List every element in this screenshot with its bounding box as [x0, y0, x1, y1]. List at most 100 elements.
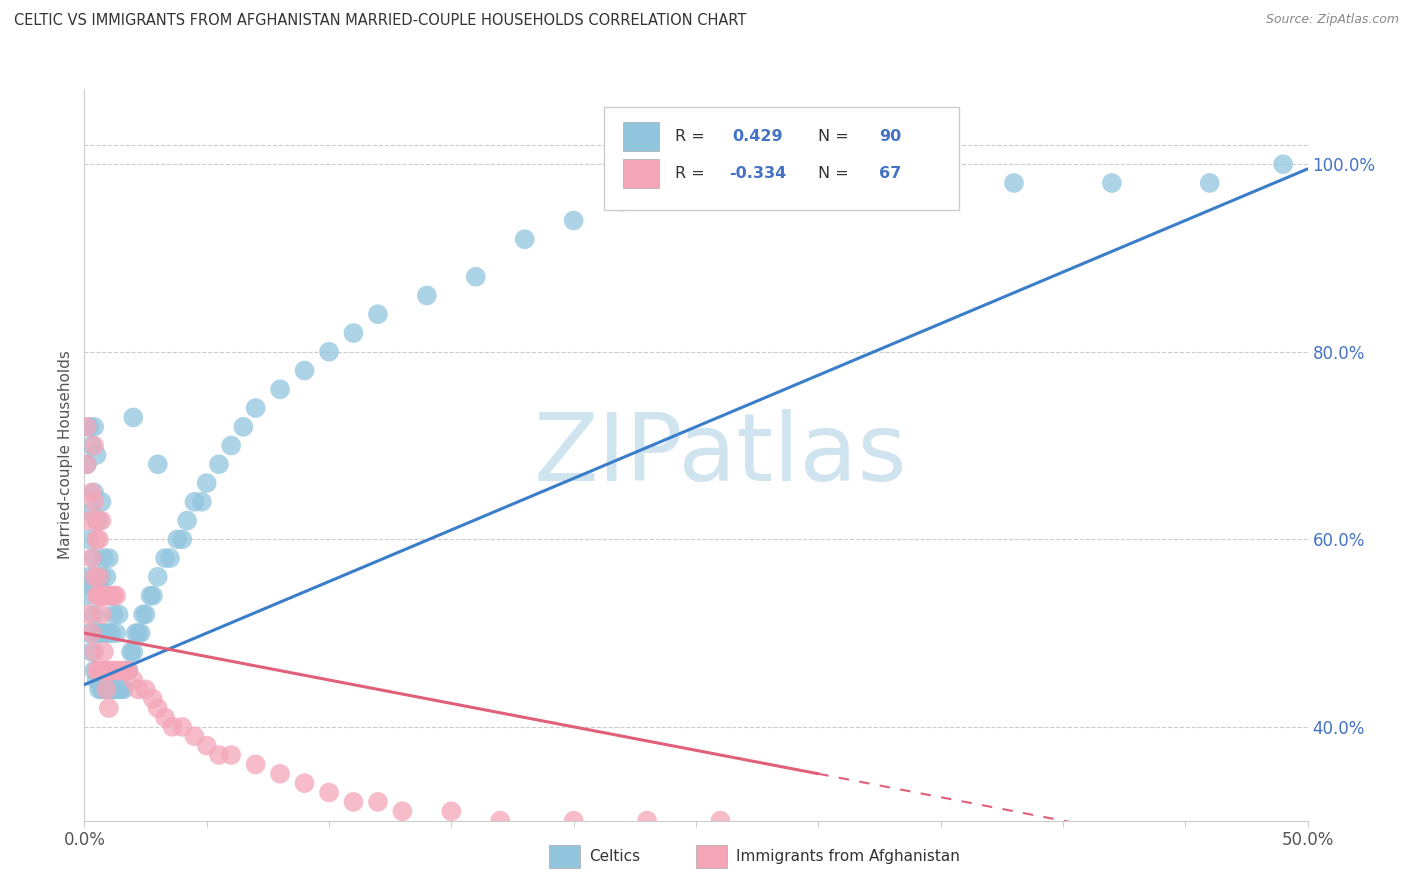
Point	[562, 213, 585, 227]
Point	[80, 485, 103, 500]
Point	[96, 682, 118, 697]
Text: 67: 67	[880, 166, 901, 181]
Point	[87, 682, 110, 697]
Point	[1272, 157, 1295, 171]
Point	[97, 589, 120, 603]
Point	[83, 664, 105, 678]
Text: -0.334: -0.334	[728, 166, 786, 181]
Point	[122, 645, 145, 659]
Point	[97, 682, 120, 697]
Point	[132, 607, 155, 622]
Point	[83, 607, 105, 622]
Point	[112, 664, 135, 678]
Point	[90, 682, 112, 697]
Point	[93, 645, 115, 659]
Point	[232, 419, 254, 434]
Point	[107, 607, 129, 622]
Point	[87, 626, 110, 640]
Point	[77, 607, 100, 622]
Point	[103, 589, 125, 603]
Point	[90, 589, 112, 603]
Point	[77, 533, 100, 547]
Point	[162, 720, 184, 734]
Text: N =: N =	[818, 166, 855, 181]
Point	[105, 664, 128, 678]
Point	[172, 533, 194, 547]
Point	[100, 664, 122, 678]
Point	[105, 682, 128, 697]
Text: ZIPatlas: ZIPatlas	[534, 409, 907, 501]
Point	[245, 401, 267, 415]
Text: 90: 90	[880, 129, 901, 145]
Point	[87, 533, 110, 547]
Point	[77, 514, 100, 528]
Point	[115, 664, 138, 678]
Point	[562, 814, 585, 828]
Point	[612, 194, 634, 209]
Point	[122, 410, 145, 425]
Point	[87, 570, 110, 584]
Point	[342, 795, 364, 809]
Point	[153, 551, 176, 566]
Point	[93, 682, 115, 697]
Point	[709, 814, 731, 828]
Point	[208, 747, 231, 762]
Point	[122, 673, 145, 687]
Point	[87, 579, 110, 593]
Point	[76, 589, 98, 603]
Point	[1198, 176, 1220, 190]
Point	[93, 626, 115, 640]
Point	[76, 419, 98, 434]
Point	[83, 570, 105, 584]
Point	[318, 785, 340, 799]
Point	[77, 626, 100, 640]
Point	[103, 664, 125, 678]
Point	[96, 589, 118, 603]
Point	[195, 739, 218, 753]
Point	[183, 729, 205, 743]
Point	[83, 495, 105, 509]
Point	[86, 589, 108, 603]
Point	[77, 570, 100, 584]
Text: Source: ZipAtlas.com: Source: ZipAtlas.com	[1265, 13, 1399, 27]
Point	[127, 626, 149, 640]
Point	[80, 504, 103, 518]
Point	[83, 645, 105, 659]
Point	[97, 701, 120, 715]
Text: N =: N =	[818, 129, 855, 145]
Point	[96, 570, 118, 584]
Point	[1002, 176, 1025, 190]
Point	[129, 626, 152, 640]
Point	[367, 307, 389, 321]
Point	[100, 626, 122, 640]
Point	[219, 438, 242, 452]
Point	[110, 682, 132, 697]
Point	[97, 626, 120, 640]
Point	[90, 495, 112, 509]
Point	[135, 607, 157, 622]
Point	[90, 607, 112, 622]
Point	[83, 419, 105, 434]
Point	[191, 495, 214, 509]
Point	[183, 495, 205, 509]
Point	[208, 458, 231, 472]
Point	[120, 645, 142, 659]
Point	[440, 804, 463, 818]
Point	[93, 551, 115, 566]
Point	[77, 419, 100, 434]
Point	[117, 664, 139, 678]
Point	[87, 664, 110, 678]
Point	[294, 363, 316, 377]
FancyBboxPatch shape	[696, 845, 727, 868]
Point	[117, 664, 139, 678]
Point	[166, 533, 188, 547]
Point	[489, 814, 512, 828]
Point	[807, 176, 830, 190]
Point	[464, 269, 486, 284]
Point	[929, 176, 952, 190]
Point	[83, 551, 105, 566]
Point	[105, 589, 128, 603]
Point	[76, 458, 98, 472]
Point	[142, 589, 165, 603]
Point	[636, 814, 658, 828]
